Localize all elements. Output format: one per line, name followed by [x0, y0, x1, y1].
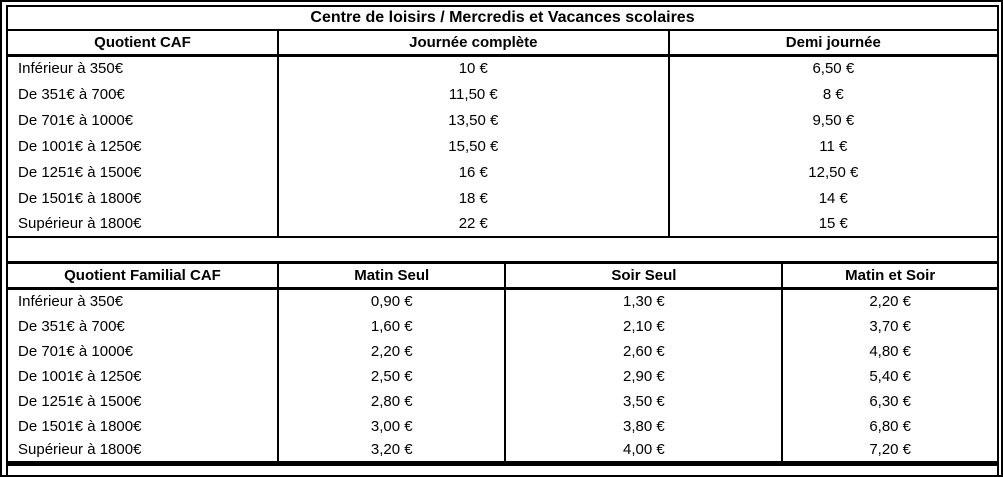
- price-cell: 13,50 €: [276, 107, 669, 133]
- table-row: De 701€ à 1000€ 13,50 € 9,50 €: [8, 107, 997, 133]
- price-cell: 6,30 €: [781, 388, 997, 414]
- table-row: De 351€ à 700€ 11,50 € 8 €: [8, 81, 997, 107]
- price-cell: 1,60 €: [276, 313, 506, 339]
- price-cell: 10 €: [276, 55, 669, 81]
- quotient-range-cell: De 1501€ à 1800€: [18, 417, 142, 435]
- column-header-soir-seul: Soir Seul: [504, 262, 783, 290]
- column-header-demi-journee: Demi journée: [667, 30, 997, 57]
- table-row: De 701€ à 1000€ 2,20 € 2,60 € 4,80 €: [8, 338, 997, 364]
- table-row: Inférieur à 350€ 0,90 € 1,30 € 2,20 €: [8, 288, 997, 314]
- price-cell: 2,20 €: [276, 338, 506, 364]
- price-cell: 2,80 €: [276, 388, 506, 414]
- table-row: De 1501€ à 1800€ 18 € 14 €: [8, 185, 997, 211]
- price-cell: 18 €: [276, 185, 669, 211]
- table-row: De 1251€ à 1500€ 16 € 12,50 €: [8, 159, 997, 185]
- table-row: De 1001€ à 1250€ 2,50 € 2,90 € 5,40 €: [8, 363, 997, 389]
- price-cell: 5,40 €: [781, 363, 997, 389]
- column-header-quotient-familial-caf: Quotient Familial CAF: [8, 262, 278, 290]
- quotient-range-cell: De 1501€ à 1800€: [18, 189, 142, 207]
- table2-header-row: Quotient Familial CAF Matin Seul Soir Se…: [8, 262, 997, 290]
- table-row: Supérieur à 1800€ 3,20 € 4,00 € 7,20 €: [8, 438, 997, 464]
- column-header-matin-et-soir: Matin et Soir: [781, 262, 997, 290]
- price-cell: 15 €: [667, 211, 997, 237]
- quotient-range-cell: De 351€ à 700€: [18, 85, 125, 103]
- price-cell: 14 €: [667, 185, 997, 211]
- price-cell: 3,80 €: [504, 413, 783, 439]
- column-header-journee-complete: Journée complète: [276, 30, 669, 57]
- quotient-range-cell: De 1001€ à 1250€: [18, 367, 142, 385]
- price-cell: 4,00 €: [504, 438, 783, 464]
- price-cell: 3,00 €: [276, 413, 506, 439]
- price-cell: 11 €: [667, 133, 997, 159]
- quotient-range-cell: De 701€ à 1000€: [18, 342, 134, 360]
- table-row: De 1501€ à 1800€ 3,00 € 3,80 € 6,80 €: [8, 413, 997, 439]
- price-cell: 9,50 €: [667, 107, 997, 133]
- price-cell: 2,10 €: [504, 313, 783, 339]
- content-area: Centre de loisirs / Mercredis et Vacance…: [6, 5, 999, 475]
- price-cell: 0,90 €: [276, 288, 506, 314]
- price-cell: 7,20 €: [781, 438, 997, 464]
- table-row: Inférieur à 350€ 10 € 6,50 €: [8, 55, 997, 81]
- table1-title-row: Centre de loisirs / Mercredis et Vacance…: [8, 6, 997, 31]
- table-row: De 1001€ à 1250€ 15,50 € 11 €: [8, 133, 997, 159]
- price-cell: 2,50 €: [276, 363, 506, 389]
- table-separator: [8, 238, 997, 261]
- price-cell: 1,30 €: [504, 288, 783, 314]
- quotient-range-cell: Supérieur à 1800€: [18, 215, 142, 232]
- price-cell: 2,60 €: [504, 338, 783, 364]
- column-header-matin-seul: Matin Seul: [276, 262, 506, 290]
- price-cell: 6,80 €: [781, 413, 997, 439]
- price-cell: 3,50 €: [504, 388, 783, 414]
- price-cell: 6,50 €: [667, 55, 997, 81]
- quotient-range-cell: De 1251€ à 1500€: [18, 163, 142, 181]
- quotient-range-cell: Inférieur à 350€: [18, 60, 124, 78]
- quotient-range-cell: Supérieur à 1800€: [18, 441, 142, 459]
- price-cell: 8 €: [667, 81, 997, 107]
- price-cell: 12,50 €: [667, 159, 997, 185]
- price-cell: 16 €: [276, 159, 669, 185]
- price-cell: 3,20 €: [276, 438, 506, 464]
- table1-title: Centre de loisirs / Mercredis et Vacance…: [8, 6, 997, 31]
- column-header-quotient-caf: Quotient CAF: [8, 30, 278, 57]
- quotient-range-cell: De 1251€ à 1500€: [18, 392, 142, 410]
- price-cell: 15,50 €: [276, 133, 669, 159]
- price-cell: 11,50 €: [276, 81, 669, 107]
- quotient-range-cell: De 701€ à 1000€: [18, 111, 134, 129]
- table-row: Supérieur à 1800€ 22 € 15 €: [8, 211, 997, 237]
- price-cell: 3,70 €: [781, 313, 997, 339]
- price-cell: 2,90 €: [504, 363, 783, 389]
- quotient-range-cell: De 351€ à 700€: [18, 317, 125, 335]
- price-cell: 22 €: [276, 211, 669, 237]
- price-cell: 2,20 €: [781, 288, 997, 314]
- pricing-table-centre-de-loisirs: Centre de loisirs / Mercredis et Vacance…: [8, 5, 997, 238]
- quotient-range-cell: De 1001€ à 1250€: [18, 137, 142, 155]
- table1-header-row: Quotient CAF Journée complète Demi journ…: [8, 30, 997, 57]
- table-row: De 351€ à 700€ 1,60 € 2,10 € 3,70 €: [8, 313, 997, 339]
- pricing-table-garderie: Quotient Familial CAF Matin Seul Soir Se…: [8, 261, 997, 466]
- price-cell: 4,80 €: [781, 338, 997, 364]
- table-row: De 1251€ à 1500€ 2,80 € 3,50 € 6,30 €: [8, 388, 997, 414]
- quotient-range-cell: Inférieur à 350€: [18, 293, 124, 311]
